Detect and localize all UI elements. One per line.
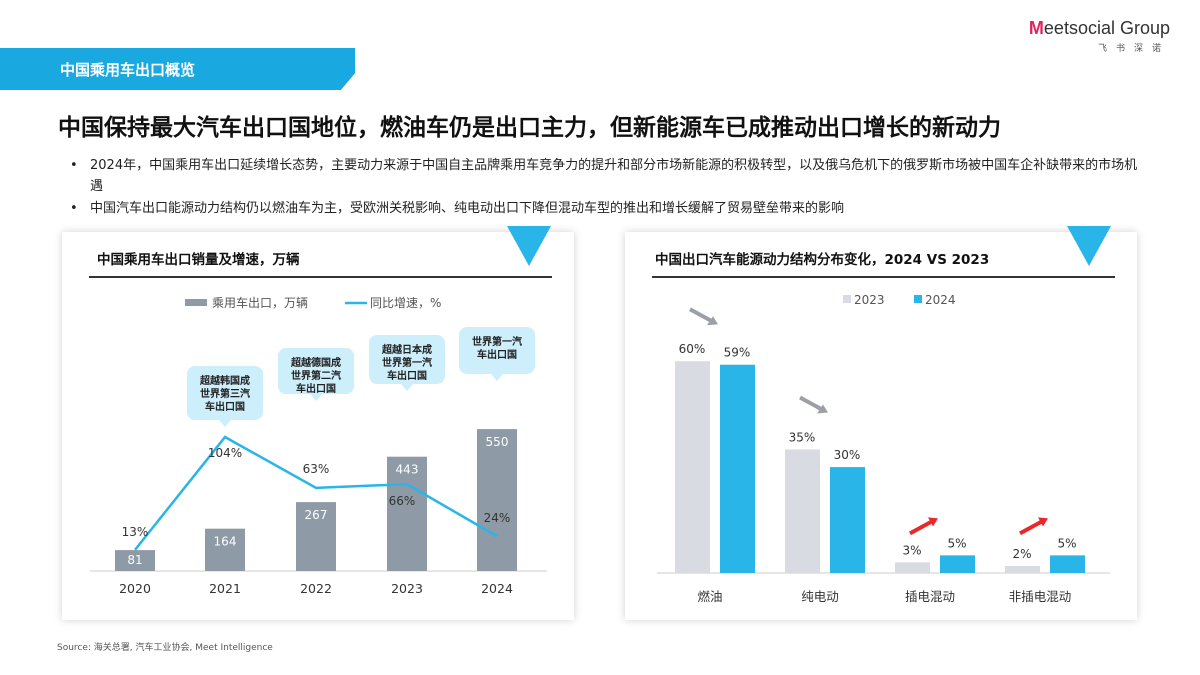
bar-2023-非插电混动 bbox=[1005, 565, 1040, 573]
bar-value-label: 164 bbox=[214, 535, 237, 549]
x-tick-label: 燃油 bbox=[697, 589, 722, 604]
legend-2024-swatch bbox=[914, 295, 922, 303]
callout-bubble bbox=[278, 348, 354, 394]
arrow-head-icon bbox=[928, 517, 938, 527]
chart-title: 中国出口汽车能源动力结构分布变化，2024 VS 2023 bbox=[655, 252, 990, 268]
bar-2021 bbox=[205, 528, 245, 571]
callout-text: 世界第一汽车出口国 bbox=[472, 335, 522, 361]
x-tick-label: 2020 bbox=[119, 581, 151, 596]
bar-2023 bbox=[387, 456, 427, 571]
bar-2020 bbox=[115, 550, 155, 571]
legend-2023-label: 2023 bbox=[854, 293, 885, 307]
chart2-svg: 2023 2024 60% 59% 燃油 35% 30% 纯电动 3% 5% 插电混动 2% 5% 非插电… bbox=[657, 293, 1110, 604]
bullet-1: 2024年，中国乘用车出口延续增长态势，主要动力来源于中国自主品牌乘用车竞争力的… bbox=[70, 155, 1140, 197]
bar-value-label: 59% bbox=[724, 346, 751, 360]
bar-2024-纯电动 bbox=[830, 467, 865, 573]
source-note: Source: 海关总署, 汽车工业协会, Meet Intelligence bbox=[57, 643, 273, 653]
bar-value-label: 550 bbox=[486, 435, 509, 449]
bar-value-label: 2% bbox=[1012, 547, 1031, 561]
legend-2023-swatch bbox=[843, 295, 851, 303]
bar-value-label: 443 bbox=[396, 463, 419, 477]
callout-pointer bbox=[219, 420, 231, 427]
section-banner: 中国乘用车出口概览 bbox=[0, 48, 355, 90]
growth-rate-label: 104% bbox=[208, 446, 242, 460]
x-tick-label: 2022 bbox=[300, 581, 332, 596]
callout-pointer bbox=[401, 384, 413, 391]
legend-2024-label: 2024 bbox=[925, 293, 956, 307]
x-tick-label: 插电混动 bbox=[905, 589, 955, 604]
arrow-head-icon bbox=[707, 316, 718, 326]
chart1-svg: 乘用车出口，万辆 同比增速，% 81 2020 164 2021 267 2022 443 202… bbox=[90, 295, 547, 596]
arrow-head-icon bbox=[1038, 517, 1048, 527]
bar-value-label: 60% bbox=[679, 342, 706, 356]
bar-value-label: 3% bbox=[902, 543, 921, 557]
bar-value-label: 5% bbox=[947, 536, 966, 550]
callout-bubble bbox=[459, 327, 535, 374]
bar-value-label: 30% bbox=[834, 448, 861, 462]
triangle-marker-icon bbox=[1067, 226, 1111, 266]
chart-export-volume: 中国乘用车出口销量及增速，万辆 乘用车出口，万辆 同比增速，% 81 2020 164 2… bbox=[62, 226, 574, 620]
trend-down-arrow-icon bbox=[799, 395, 823, 412]
x-tick-label: 纯电动 bbox=[801, 589, 839, 604]
bar-value-label: 35% bbox=[789, 430, 816, 444]
growth-rate-label: 66% bbox=[389, 494, 416, 508]
bullet-text: 2024年，中国乘用车出口延续增长态势，主要动力来源于中国自主品牌乘用车竞争力的… bbox=[90, 158, 1138, 194]
arrow-head-icon bbox=[817, 404, 828, 414]
bullet-text: 中国汽车出口能源动力结构仍以燃油车为主，受欧洲关税影响、纯电动出口下降但混动车型… bbox=[90, 201, 845, 216]
bar-2024-非插电混动 bbox=[1050, 555, 1085, 573]
x-tick-label: 非插电混动 bbox=[1009, 589, 1072, 604]
bullet-2: 中国汽车出口能源动力结构仍以燃油车为主，受欧洲关税影响、纯电动出口下降但混动车型… bbox=[70, 198, 1140, 219]
trend-up-arrow-icon bbox=[909, 519, 933, 536]
chart-title: 中国乘用车出口销量及增速，万辆 bbox=[97, 252, 300, 268]
x-tick-label: 2024 bbox=[481, 581, 513, 596]
bar-2022 bbox=[296, 502, 336, 571]
callout-text: 超越日本成世界第一汽车出口国 bbox=[381, 343, 432, 382]
bar-2024 bbox=[477, 429, 517, 571]
bar-2023-纯电动 bbox=[785, 449, 820, 573]
callout-text: 超越德国成世界第二汽车出口国 bbox=[290, 356, 341, 395]
headline: 中国保持最大汽车出口国地位，燃油车仍是出口主力，但新能源车已成推动出口增长的新动… bbox=[58, 115, 1001, 141]
legend-bar-label: 乘用车出口，万辆 bbox=[212, 295, 308, 310]
bar-value-label: 5% bbox=[1057, 536, 1076, 550]
divider bbox=[652, 276, 1115, 278]
x-tick-label: 2023 bbox=[391, 581, 423, 596]
callout-text: 超越韩国成世界第三汽车出口国 bbox=[199, 374, 250, 413]
triangle-marker-icon bbox=[507, 226, 551, 266]
bar-2023-燃油 bbox=[675, 361, 710, 573]
trend-down-arrow-icon bbox=[689, 307, 713, 323]
x-tick-label: 2021 bbox=[209, 581, 241, 596]
callout-pointer bbox=[310, 394, 322, 401]
divider bbox=[89, 276, 552, 278]
growth-rate-label: 24% bbox=[484, 511, 511, 525]
bar-value-label: 267 bbox=[305, 508, 328, 522]
bar-2023-插电混动 bbox=[895, 562, 930, 573]
callout-pointer bbox=[491, 374, 503, 381]
section-label: 中国乘用车出口概览 bbox=[60, 61, 196, 79]
growth-rate-label: 63% bbox=[303, 462, 330, 476]
chart-energy-structure: 中国出口汽车能源动力结构分布变化，2024 VS 2023 2023 2024 60… bbox=[625, 226, 1137, 620]
trend-up-arrow-icon bbox=[1019, 519, 1043, 536]
growth-rate-label: 13% bbox=[122, 525, 149, 539]
bar-2024-燃油 bbox=[720, 364, 755, 573]
legend-line-label: 同比增速，% bbox=[370, 296, 441, 310]
bar-2024-插电混动 bbox=[940, 555, 975, 573]
growth-line bbox=[134, 435, 498, 551]
legend-bar-swatch bbox=[185, 299, 207, 306]
logo: Meetsocial Group 飞书深诺 bbox=[1028, 18, 1170, 54]
bar-value-label: 81 bbox=[127, 553, 142, 567]
callout-bubble bbox=[187, 366, 263, 420]
callout-bubble bbox=[369, 335, 445, 384]
